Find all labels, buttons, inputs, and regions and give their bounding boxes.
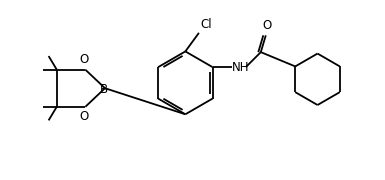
Text: O: O <box>79 53 89 66</box>
Text: O: O <box>79 110 89 123</box>
Text: Cl: Cl <box>200 18 212 31</box>
Text: B: B <box>99 83 108 96</box>
Text: NH: NH <box>232 61 250 74</box>
Text: O: O <box>263 19 272 32</box>
